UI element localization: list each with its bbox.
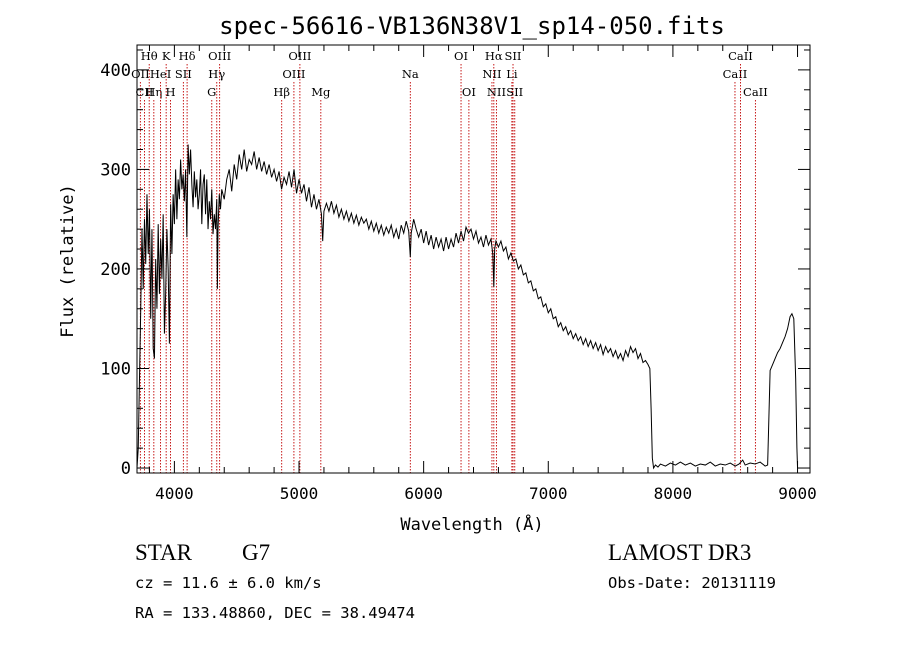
x-tick-label: 5000 [280,484,319,503]
survey-label: LAMOST DR3 [608,540,752,565]
x-tick-label: 8000 [654,484,693,503]
x-tick-label: 4000 [155,484,194,503]
spectral-line-label: Mg [311,85,331,99]
spectral-line-label: SII [175,67,192,81]
coordinates-info: RA = 133.48860, DEC = 38.49474 [135,604,415,622]
spectral-line-label: HeI [150,67,171,81]
spectral-line-label: NII [487,85,506,99]
spectral-line-label: K [162,49,171,63]
y-axis-label: Flux (relative) [58,184,78,338]
spectral-line-label: Hγ [208,67,225,81]
chart-title: spec-56616-VB136N38V1_sp14-050.fits [219,12,725,40]
y-tick-label: 400 [100,61,131,81]
x-tick-label: 6000 [404,484,443,503]
spectral-line-markers: OIICIIHθHηHeIKHSIIHδGHγOIIIHβOIIIOIIIMgN… [131,49,768,473]
spectral-line-label: OII [131,67,150,81]
observation-date: Obs-Date: 20131119 [608,574,776,592]
spectral-line-label: OIII [288,49,311,63]
spectral-line-label: Hα [485,49,503,63]
plot-frame [136,44,811,474]
spectral-line-label: OIII [282,67,305,81]
redshift-info: cz = 11.6 ± 6.0 km/s [135,574,322,592]
spectral-line-label: NII [482,67,501,81]
spectrum-line [136,144,799,470]
spectral-line-label: Hθ [141,49,158,63]
spectral-line-label: Hη [145,85,162,99]
spectral-line-label: Li [506,67,518,81]
y-tick-label: 200 [100,260,131,280]
y-tick-label: 100 [100,359,131,379]
spectral-line-label: OI [462,85,476,99]
axis-ticks: 4000 5000 6000 7000 8000 9000 0 100 200 300 400 [100,45,817,503]
spectral-line-label: CaII [723,67,748,81]
y-tick-label: 300 [100,160,131,180]
spectral-line-label: H [166,85,176,99]
spectral-line-label: SII [505,49,522,63]
object-class: STAR [135,540,192,565]
x-axis-label: Wavelength (Å) [400,513,543,535]
spectral-line-label: Na [402,67,419,81]
x-tick-label: 7000 [529,484,568,503]
spectral-line-label: Hβ [273,85,290,99]
spectral-line-label: CaII [743,85,768,99]
spectral-line-label: OI [454,49,468,63]
spectral-line-label: SII [506,85,523,99]
spectral-line-label: OIII [208,49,231,63]
x-tick-label: 9000 [778,484,817,503]
y-tick-label: 0 [121,459,131,479]
spectral-line-label: G [207,85,216,99]
spectral-line-label: Hδ [179,49,196,63]
spectral-line-label: CaII [728,49,753,63]
object-subclass: G7 [242,540,271,565]
